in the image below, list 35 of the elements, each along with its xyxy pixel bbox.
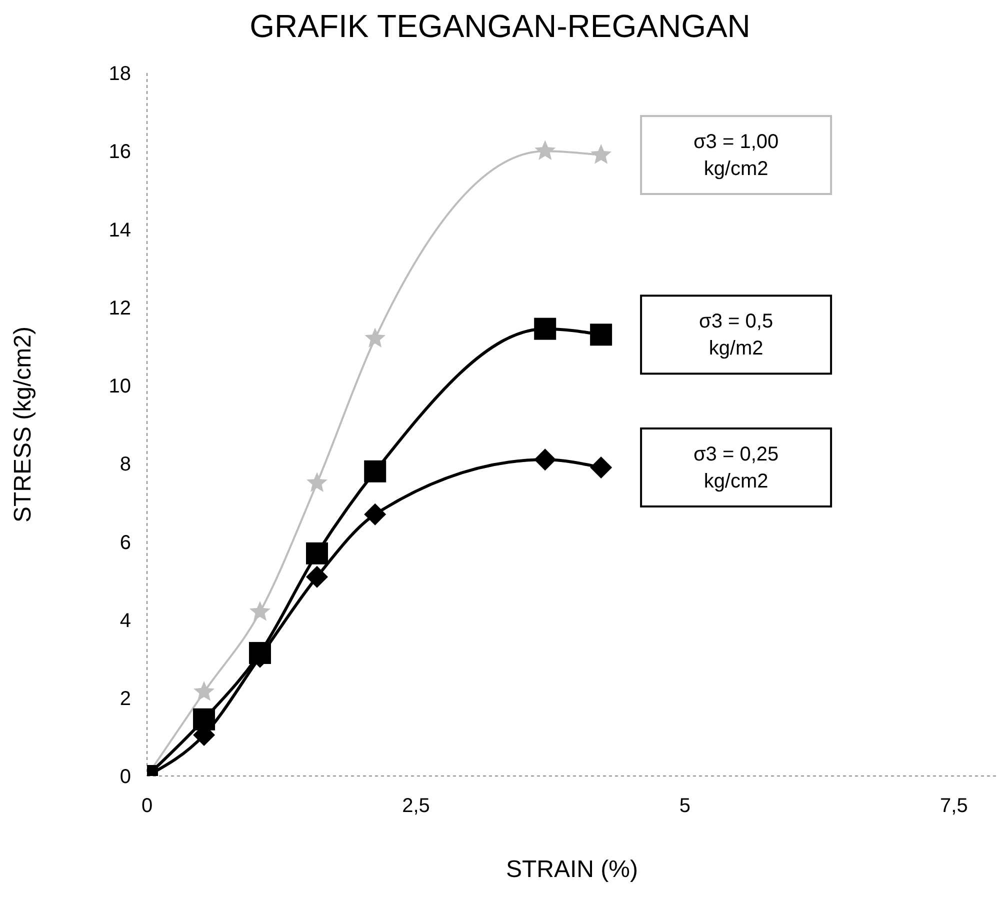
point	[364, 503, 386, 526]
text: σ3 = 0,5 kg/m2	[699, 310, 774, 360]
y-axis-title: STRESS (kg/cm2)	[10, 326, 37, 523]
text: σ3 = 1,00 kg/cm2	[693, 131, 779, 180]
point	[193, 708, 216, 730]
point	[590, 324, 612, 346]
y-tick-label: 16	[108, 141, 131, 164]
chart-title: GRAFIK TEGANGAN-REGANGAN	[248, 8, 752, 45]
point	[534, 448, 556, 471]
x-tick-label: 0	[141, 795, 153, 818]
y-tick-label: 10	[108, 376, 131, 398]
y-tick-label: 18	[108, 63, 131, 86]
y-tick-label: 6	[120, 532, 131, 554]
point	[306, 472, 328, 492]
y-tick-label: 0	[120, 766, 131, 788]
x-tick-label: 2,5	[402, 795, 430, 818]
y-tick-label: 14	[108, 219, 131, 242]
point	[194, 681, 214, 701]
x-tick-label: 5	[679, 795, 691, 818]
point	[364, 328, 386, 348]
point	[534, 140, 556, 160]
x-axis-title: STRAIN (%)	[506, 856, 638, 883]
point	[534, 318, 556, 340]
text: σ3 = 0,25 kg/cm2	[693, 443, 779, 492]
y-tick-label: 8	[120, 454, 131, 476]
point	[590, 144, 612, 164]
y-tick-label: 2	[120, 688, 131, 710]
x-tick-label: 7,5	[940, 795, 968, 818]
point	[364, 460, 386, 482]
point	[306, 566, 328, 588]
y-tick-label: 12	[108, 297, 131, 320]
y-tick-label: 4	[120, 610, 131, 632]
point	[306, 542, 328, 564]
point	[590, 456, 612, 478]
point	[250, 600, 270, 621]
